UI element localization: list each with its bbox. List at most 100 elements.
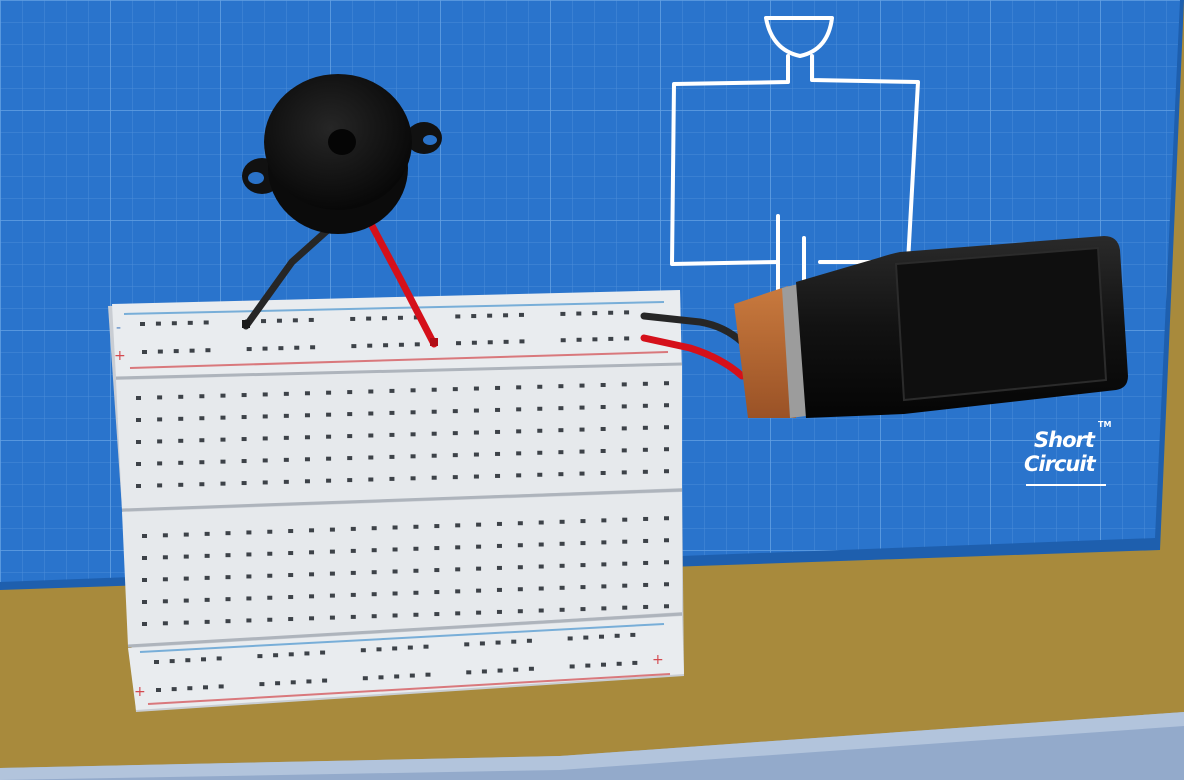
breadboard-hole[interactable] <box>326 434 332 439</box>
breadboard-hole[interactable] <box>464 642 470 647</box>
breadboard-hole[interactable] <box>516 429 522 434</box>
breadboard-hole[interactable] <box>642 425 648 430</box>
breadboard-hole[interactable] <box>288 652 294 657</box>
breadboard-hole[interactable] <box>367 343 373 348</box>
breadboard-hole[interactable] <box>185 658 191 663</box>
breadboard-hole[interactable] <box>204 575 210 580</box>
breadboard-hole[interactable] <box>664 516 669 521</box>
breadboard-hole[interactable] <box>569 664 575 669</box>
breadboard-hole[interactable] <box>204 531 210 536</box>
breadboard-hole[interactable] <box>205 348 211 353</box>
breadboard-hole[interactable] <box>368 477 374 482</box>
breadboard-hole[interactable] <box>360 648 366 653</box>
breadboard-hole[interactable] <box>294 345 300 350</box>
breadboard-hole[interactable] <box>579 449 585 454</box>
breadboard-hole[interactable] <box>560 338 566 343</box>
breadboard-hole[interactable] <box>413 568 419 573</box>
breadboard-hole[interactable] <box>495 473 501 478</box>
breadboard-hole[interactable] <box>162 599 168 604</box>
breadboard-hole[interactable] <box>413 590 419 595</box>
breadboard-hole[interactable] <box>392 525 398 530</box>
breadboard-hole[interactable] <box>262 458 268 463</box>
breadboard-hole[interactable] <box>455 545 461 550</box>
breadboard-hole[interactable] <box>178 438 184 443</box>
breadboard-hole[interactable] <box>220 393 226 398</box>
breadboard-hole[interactable] <box>495 407 501 412</box>
breadboard-hole[interactable] <box>288 551 294 556</box>
breadboard-hole[interactable] <box>621 470 627 475</box>
breadboard-hole[interactable] <box>579 405 585 410</box>
breadboard-hole[interactable] <box>241 437 247 442</box>
breadboard-hole[interactable] <box>329 593 335 598</box>
breadboard-hole[interactable] <box>199 460 205 465</box>
breadboard-hole[interactable] <box>538 586 544 591</box>
breadboard-hole[interactable] <box>560 311 566 316</box>
breadboard-hole[interactable] <box>246 618 252 623</box>
breadboard-hole[interactable] <box>309 594 315 599</box>
breadboard-hole[interactable] <box>580 541 586 546</box>
breadboard-hole[interactable] <box>519 339 525 344</box>
breadboard-hole[interactable] <box>664 469 669 474</box>
breadboard-hole[interactable] <box>664 425 669 430</box>
breadboard-hole[interactable] <box>558 428 564 433</box>
breadboard-hole[interactable] <box>664 447 669 452</box>
breadboard-hole[interactable] <box>362 676 368 681</box>
breadboard-hole[interactable] <box>155 321 161 326</box>
breadboard-hole[interactable] <box>162 577 168 582</box>
breadboard-hole[interactable] <box>241 393 247 398</box>
breadboard-hole[interactable] <box>600 382 606 387</box>
breadboard-hole[interactable] <box>220 481 226 486</box>
breadboard-hole[interactable] <box>262 346 268 351</box>
breadboard-hole[interactable] <box>267 595 273 600</box>
breadboard-hole[interactable] <box>178 416 184 421</box>
breadboard-hole[interactable] <box>495 451 501 456</box>
breadboard-hole[interactable] <box>304 413 310 418</box>
breadboard-hole[interactable] <box>183 554 189 559</box>
breadboard-hole[interactable] <box>142 578 147 582</box>
breadboard-hole[interactable] <box>559 541 565 546</box>
breadboard-hole[interactable] <box>392 646 398 651</box>
breadboard-hole[interactable] <box>431 431 437 436</box>
breadboard-hole[interactable] <box>473 386 479 391</box>
breadboard-hole[interactable] <box>410 432 416 437</box>
breadboard-hole[interactable] <box>310 345 316 350</box>
breadboard-hole[interactable] <box>173 349 179 354</box>
breadboard-hole[interactable] <box>537 472 543 477</box>
breadboard-hole[interactable] <box>383 343 389 348</box>
breadboard-hole[interactable] <box>199 438 205 443</box>
breadboard-hole[interactable] <box>203 320 209 325</box>
breadboard-hole[interactable] <box>392 591 398 596</box>
breadboard-hole[interactable] <box>378 675 384 680</box>
breadboard-hole[interactable] <box>580 607 586 612</box>
breadboard-hole[interactable] <box>225 531 231 536</box>
breadboard-hole[interactable] <box>452 453 458 458</box>
breadboard-hole[interactable] <box>246 552 252 557</box>
breadboard-hole[interactable] <box>621 426 627 431</box>
breadboard-hole[interactable] <box>431 387 437 392</box>
breadboard-hole[interactable] <box>276 318 282 323</box>
breadboard-hole[interactable] <box>601 518 607 523</box>
breadboard-hole[interactable] <box>262 414 268 419</box>
breadboard-hole[interactable] <box>592 337 598 342</box>
breadboard-hole[interactable] <box>178 460 184 465</box>
breadboard-hole[interactable] <box>350 548 356 553</box>
breadboard-hole[interactable] <box>481 669 487 674</box>
breadboard-hole[interactable] <box>466 670 472 675</box>
breadboard-hole[interactable] <box>183 576 189 581</box>
breadboard-hole[interactable] <box>169 659 175 664</box>
breadboard-hole[interactable] <box>220 415 226 420</box>
breadboard-hole[interactable] <box>304 651 310 656</box>
breadboard-hole[interactable] <box>452 475 458 480</box>
breadboard-hole[interactable] <box>413 524 419 529</box>
breadboard-hole[interactable] <box>241 459 247 464</box>
breadboard-hole[interactable] <box>517 587 523 592</box>
breadboard-hole[interactable] <box>558 384 564 389</box>
breadboard-hole[interactable] <box>261 319 267 324</box>
breadboard-hole[interactable] <box>624 310 630 315</box>
breadboard-hole[interactable] <box>347 456 353 461</box>
breadboard[interactable]: + + + - <box>108 290 684 712</box>
breadboard-hole[interactable] <box>455 589 461 594</box>
breadboard-hole[interactable] <box>583 635 589 640</box>
breadboard-hole[interactable] <box>262 392 268 397</box>
breadboard-hole[interactable] <box>600 404 606 409</box>
